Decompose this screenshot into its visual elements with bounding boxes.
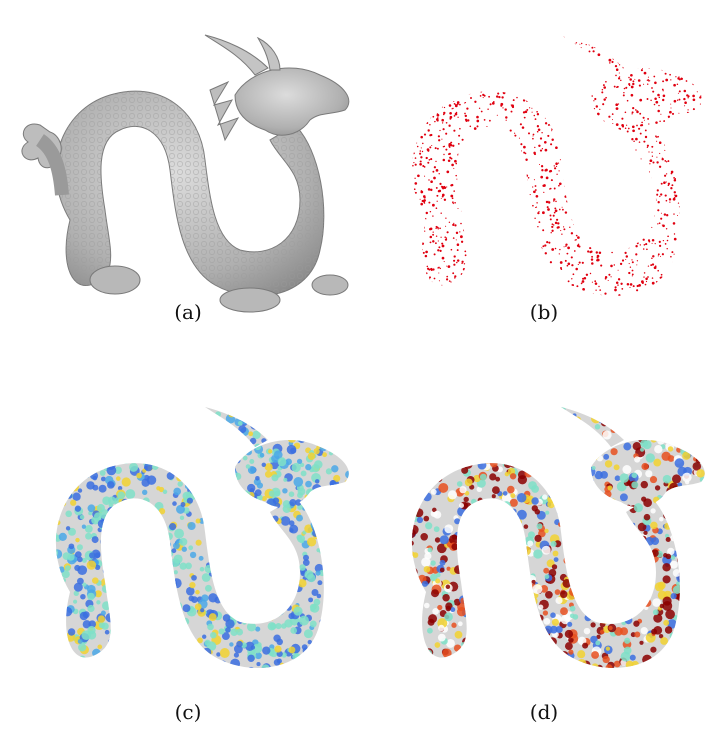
- caption-c: (c): [174, 700, 202, 724]
- dragon-point-cloud-image: [411, 35, 705, 296]
- dragon-mesh-image: [21, 34, 350, 313]
- dragon-heatmap-c-image: [55, 407, 349, 668]
- panel-d: [356, 372, 712, 692]
- caption-d: (d): [529, 700, 559, 724]
- caption-a: (a): [174, 300, 202, 324]
- caption-b: (b): [529, 300, 559, 324]
- dragon-heatmap-d-image: [411, 407, 705, 668]
- panel-c: [0, 372, 356, 692]
- panel-a: [0, 0, 356, 320]
- panel-b: [356, 0, 712, 320]
